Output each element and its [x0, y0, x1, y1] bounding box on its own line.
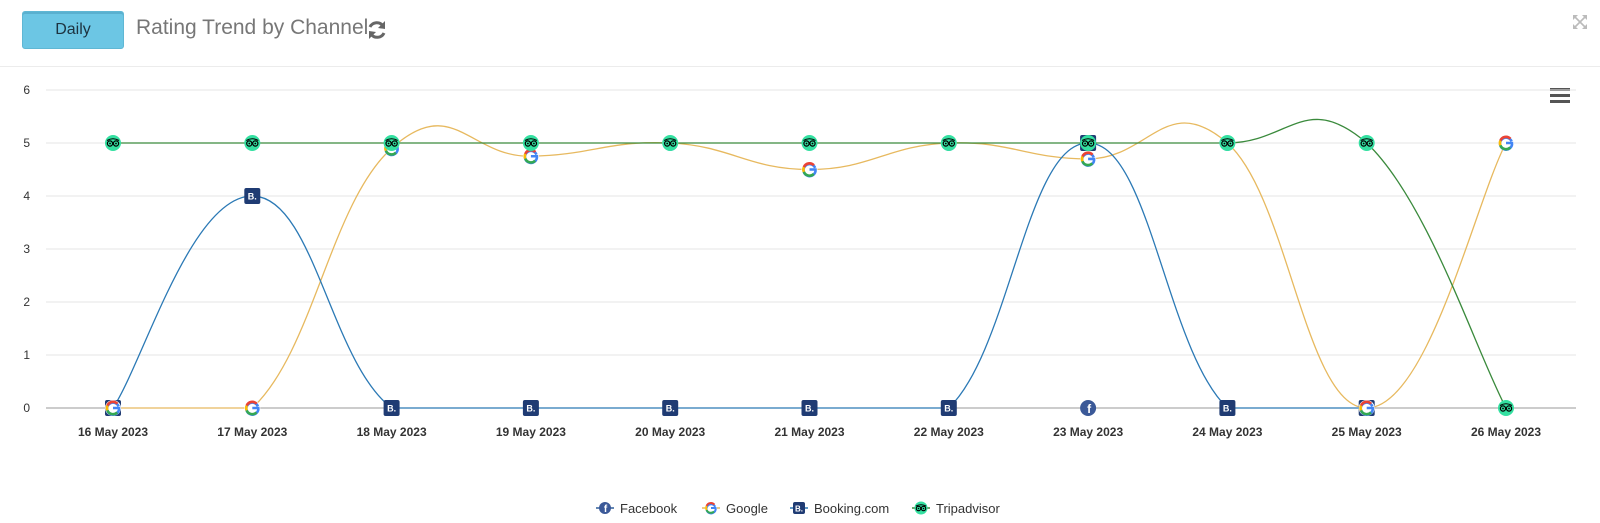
data-point-google[interactable] [244, 400, 261, 416]
data-point-tripadvisor[interactable] [1498, 400, 1514, 416]
daily-toggle-button[interactable]: Daily [22, 11, 124, 49]
legend-item-booking[interactable]: B. Booking.com [790, 498, 889, 518]
svg-text:B.: B. [526, 404, 535, 414]
legend-label-google: Google [726, 500, 768, 516]
legend-item-tripadvisor[interactable]: Tripadvisor [912, 498, 1000, 518]
data-point-tripadvisor[interactable] [1358, 135, 1375, 151]
series-line-booking-com [112, 142, 1367, 409]
legend-label-tripadvisor: Tripadvisor [936, 500, 1000, 516]
data-point-google[interactable] [1498, 135, 1514, 151]
svg-text:B.: B. [805, 404, 814, 414]
x-tick-label: 25 May 2023 [1332, 425, 1402, 439]
legend-label-facebook: Facebook [620, 500, 678, 516]
legend-label-booking: Booking.com [814, 500, 890, 516]
data-point-tripadvisor[interactable] [522, 135, 539, 151]
data-point-tripadvisor[interactable] [662, 135, 679, 151]
data-point-booking[interactable]: B. [801, 400, 818, 416]
data-point-tripadvisor[interactable] [1080, 135, 1097, 151]
x-tick-label: 17 May 2023 [217, 425, 287, 439]
data-point-tripadvisor[interactable] [801, 135, 818, 151]
data-point-google[interactable] [1358, 400, 1375, 416]
x-tick-label: 21 May 2023 [774, 425, 844, 439]
axes: 0 1 2 3 4 5 6 16 May 2023 17 May 2023 18 May 2023… [23, 83, 1541, 439]
svg-text:B.: B. [944, 404, 953, 414]
facebook-icon: f [596, 502, 614, 515]
refresh-icon[interactable] [366, 19, 388, 41]
y-tick-label: 5 [23, 136, 30, 150]
booking-icon: B. [790, 502, 808, 514]
svg-text:B.: B. [666, 404, 675, 414]
data-point-google[interactable] [801, 161, 818, 178]
data-point-booking[interactable]: B. [383, 400, 400, 416]
data-point-booking[interactable]: B. [244, 188, 261, 204]
y-tick-label: 0 [23, 401, 30, 415]
x-tick-label: 24 May 2023 [1192, 425, 1262, 439]
expand-icon[interactable] [1572, 14, 1588, 30]
svg-text:B.: B. [387, 404, 396, 414]
series-line-tripadvisor [113, 118, 1507, 409]
data-point-tripadvisor[interactable] [1219, 135, 1236, 151]
data-point-tripadvisor[interactable] [244, 135, 261, 151]
y-tick-label: 4 [23, 189, 30, 203]
svg-text:B.: B. [795, 505, 803, 514]
chart-title: Rating Trend by Channel [136, 16, 369, 39]
x-tick-label: 20 May 2023 [635, 425, 705, 439]
chart-header: Daily Rating Trend by Channel [0, 0, 1600, 67]
data-point-tripadvisor[interactable] [105, 135, 121, 151]
legend-item-google[interactable]: Google [702, 498, 768, 518]
svg-text:f: f [1087, 402, 1092, 416]
google-icon [702, 502, 720, 515]
x-tick-label: 23 May 2023 [1053, 425, 1123, 439]
series-line-google [112, 122, 1507, 409]
data-point-tripadvisor[interactable] [383, 135, 400, 151]
x-tick-label: 18 May 2023 [357, 425, 427, 439]
svg-text:B.: B. [248, 192, 257, 202]
data-point-facebook[interactable]: f [1080, 400, 1097, 416]
data-point-booking[interactable]: B. [940, 400, 957, 416]
svg-text:f: f [604, 504, 608, 515]
y-tick-label: 2 [23, 295, 30, 309]
data-point-booking[interactable]: B. [662, 400, 679, 416]
rating-trend-chart: 0 1 2 3 4 5 6 16 May 2023 17 May 2023 18 May 2023… [23, 83, 1576, 439]
series-lines [112, 118, 1507, 409]
y-tick-label: 3 [23, 242, 30, 256]
chart-legend: f Facebook Google B. Booking.com [0, 498, 1600, 520]
data-point-booking[interactable]: B. [1219, 400, 1236, 416]
data-point-google[interactable] [1080, 150, 1097, 167]
x-tick-label: 16 May 2023 [78, 425, 148, 439]
data-point-google[interactable] [522, 148, 539, 165]
x-tick-label: 22 May 2023 [914, 425, 984, 439]
svg-text:B.: B. [1223, 404, 1232, 414]
data-point-tripadvisor[interactable] [940, 135, 957, 151]
x-tick-label: 26 May 2023 [1471, 425, 1541, 439]
y-tick-label: 1 [23, 348, 30, 362]
x-tick-label: 19 May 2023 [496, 425, 566, 439]
tripadvisor-icon [912, 501, 930, 515]
legend-item-facebook[interactable]: f Facebook [596, 498, 677, 518]
y-tick-label: 6 [23, 83, 30, 97]
series-markers: B.B.B.B.B.B.B.B.B.B.f [105, 135, 1514, 416]
data-point-google[interactable] [105, 400, 121, 416]
data-point-booking[interactable]: B. [522, 400, 539, 416]
